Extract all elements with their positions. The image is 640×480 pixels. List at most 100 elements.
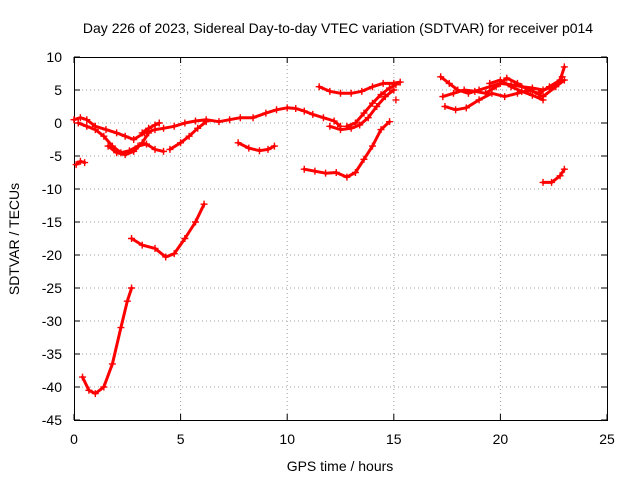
data-point-plus-marker xyxy=(548,178,556,186)
series-track xyxy=(81,286,134,396)
data-series-track-5 xyxy=(166,118,210,153)
data-point-plus-marker xyxy=(460,86,468,94)
data-point-plus-marker xyxy=(513,79,521,87)
data-point-plus-marker xyxy=(273,106,281,114)
data-point-plus-marker xyxy=(249,114,257,122)
data-point-plus-marker xyxy=(226,116,234,124)
data-point-plus-marker xyxy=(130,147,138,155)
x-tick-label: 10 xyxy=(279,431,295,447)
data-point-plus-marker xyxy=(337,89,344,97)
data-point-plus-marker xyxy=(452,106,460,114)
data-point-plus-marker xyxy=(81,159,89,167)
data-series-track-14 xyxy=(392,96,400,104)
data-point-plus-marker xyxy=(170,250,178,258)
data-point-plus-marker xyxy=(142,140,150,148)
data-point-plus-marker xyxy=(245,144,253,152)
data-point-plus-marker xyxy=(377,91,385,99)
chart-title: Day 226 of 2023, Sidereal Day-to-day VTE… xyxy=(83,20,593,36)
data-point-plus-marker xyxy=(166,145,174,153)
data-point-plus-marker xyxy=(177,139,185,147)
data-point-plus-marker xyxy=(262,109,270,117)
data-point-plus-marker xyxy=(76,114,84,122)
data-point-plus-marker xyxy=(507,83,515,91)
y-tick-label: 5 xyxy=(54,82,62,98)
y-tick-label: 0 xyxy=(54,115,62,131)
y-tick-label: -20 xyxy=(42,247,62,263)
data-point-plus-marker xyxy=(526,86,534,94)
data-point-plus-marker xyxy=(360,109,368,117)
series-track xyxy=(72,106,342,141)
data-point-plus-marker xyxy=(315,83,323,91)
data-point-plus-marker xyxy=(185,132,193,140)
data-series-track-16 xyxy=(439,63,568,101)
series-track xyxy=(140,121,161,135)
data-point-plus-marker xyxy=(83,116,91,124)
data-point-plus-marker xyxy=(347,89,355,97)
data-point-plus-marker xyxy=(100,132,108,140)
data-point-plus-marker xyxy=(539,96,547,104)
data-point-plus-marker xyxy=(72,161,80,169)
data-point-plus-marker xyxy=(192,218,200,226)
data-point-plus-marker xyxy=(215,118,223,126)
data-point-plus-marker xyxy=(496,76,504,84)
data-point-plus-marker xyxy=(337,126,344,134)
data-point-plus-marker xyxy=(358,87,366,95)
data-point-plus-marker xyxy=(492,83,500,91)
data-point-plus-marker xyxy=(79,373,87,381)
data-point-plus-marker xyxy=(192,117,200,125)
data-point-plus-marker xyxy=(396,78,404,86)
data-point-plus-marker xyxy=(70,116,78,124)
y-tick-label: -30 xyxy=(42,313,62,329)
data-point-plus-marker xyxy=(343,173,351,181)
data-point-plus-marker xyxy=(130,136,138,143)
x-tick-label: 25 xyxy=(599,431,615,447)
data-point-plus-marker xyxy=(501,93,509,101)
data-point-plus-marker xyxy=(155,119,163,127)
data-point-plus-marker xyxy=(108,360,116,368)
data-point-plus-marker xyxy=(326,122,334,130)
data-point-plus-marker xyxy=(441,103,449,110)
data-point-plus-marker xyxy=(138,139,146,147)
data-series-track-17 xyxy=(441,76,568,114)
data-point-plus-marker xyxy=(486,79,494,87)
data-point-plus-marker xyxy=(351,169,359,176)
data-series-track-4 xyxy=(138,119,163,137)
data-point-plus-marker xyxy=(234,139,242,147)
data-point-plus-marker xyxy=(264,145,272,153)
data-point-plus-marker xyxy=(330,117,338,125)
axis-ticks: 0 5 10 15 20 25 10 5 0 -5 -10 -15 -20 -25 -30 -35 -40 -45 xyxy=(42,49,615,447)
grid-lines xyxy=(74,57,607,420)
data-series-track-12 xyxy=(326,86,398,134)
data-series-track-7 xyxy=(128,200,208,261)
data-point-plus-marker xyxy=(368,142,376,150)
data-series-track-8 xyxy=(79,284,136,398)
data-point-plus-marker xyxy=(151,244,159,252)
series-track xyxy=(302,120,391,179)
data-series-track-9 xyxy=(234,139,278,155)
x-tick-label: 5 xyxy=(177,431,185,447)
y-tick-label: -15 xyxy=(42,214,62,230)
y-tick-label: -35 xyxy=(42,346,62,362)
x-tick-label: 15 xyxy=(386,431,402,447)
data-point-plus-marker xyxy=(91,390,99,398)
data-point-plus-marker xyxy=(181,235,189,242)
data-point-plus-marker xyxy=(381,93,389,101)
data-point-plus-marker xyxy=(379,79,387,87)
data-point-plus-marker xyxy=(91,126,99,134)
data-point-plus-marker xyxy=(386,118,394,126)
data-point-plus-marker xyxy=(121,132,129,140)
data-point-plus-marker xyxy=(311,167,319,175)
data-point-plus-marker xyxy=(556,172,564,180)
data-point-plus-marker xyxy=(364,114,372,122)
data-point-plus-marker xyxy=(319,114,327,122)
data-points xyxy=(70,63,568,398)
data-series-track-11 xyxy=(315,78,404,97)
x-tick-label: 0 xyxy=(70,431,78,447)
data-point-plus-marker xyxy=(270,142,278,150)
data-point-plus-marker xyxy=(236,114,244,122)
data-point-plus-marker xyxy=(373,103,381,110)
data-point-plus-marker xyxy=(160,124,168,132)
x-tick-label: 20 xyxy=(493,431,509,447)
data-point-plus-marker xyxy=(503,74,511,82)
series-track xyxy=(106,131,151,157)
